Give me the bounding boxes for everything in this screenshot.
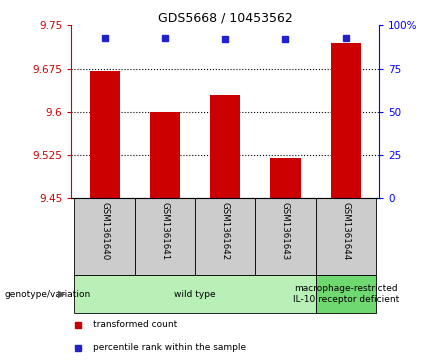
Bar (74, 198, 135, 275)
Bar (210, 94, 240, 198)
Bar (135, 198, 195, 275)
Text: GSM1361642: GSM1361642 (221, 202, 229, 260)
Text: GSM1361640: GSM1361640 (100, 202, 109, 260)
Text: GSM1361641: GSM1361641 (160, 202, 169, 260)
Bar (195, 198, 255, 275)
Bar (331, 43, 361, 198)
Bar (316, 275, 376, 313)
Bar (150, 112, 180, 198)
Bar (90, 72, 120, 198)
Text: GSM1361644: GSM1361644 (341, 202, 350, 260)
Bar (74, 275, 316, 313)
Text: genotype/variation: genotype/variation (4, 290, 90, 299)
Text: ▶: ▶ (58, 289, 66, 299)
Text: GSM1361643: GSM1361643 (281, 202, 290, 260)
Bar (270, 158, 301, 198)
Bar (255, 198, 316, 275)
Text: percentile rank within the sample: percentile rank within the sample (93, 343, 246, 352)
Bar (316, 198, 376, 275)
Title: GDS5668 / 10453562: GDS5668 / 10453562 (158, 11, 293, 24)
Text: wild type: wild type (174, 290, 216, 299)
Text: transformed count: transformed count (93, 320, 177, 329)
Text: macrophage-restricted
IL-10 receptor deficient: macrophage-restricted IL-10 receptor def… (293, 285, 399, 304)
